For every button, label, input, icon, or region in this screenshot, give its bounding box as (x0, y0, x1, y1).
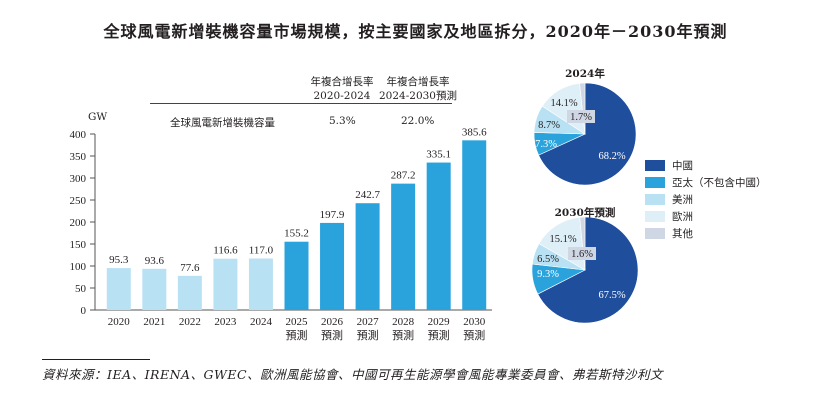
pie-chart-2024: 68.2% 7.3% 8.7% 14.1% 1.7% (533, 82, 637, 186)
pie-legend: 中國 亞太（不包含中國） 美洲 歐洲 其他 (645, 157, 767, 242)
bar-2027 (355, 203, 380, 310)
cagr-row-label: 全球風電新增裝機容量 (170, 117, 275, 129)
legend-label: 中國 (672, 160, 693, 172)
bar-value-label: 116.6 (213, 245, 238, 257)
pie-slice-label: 1.7% (570, 112, 592, 123)
cagr-value-2020-2024: 5.3% (329, 115, 356, 127)
x-tick-sublabel: 預測 (428, 328, 450, 342)
pie-slice-label: 68.2% (598, 151, 625, 162)
y-tick-label: 150 (70, 239, 87, 251)
cagr-header-line2: 2024-2030預測 (379, 90, 457, 102)
bar-chart: 0 50 100 150 200 250 300 350 400 95.3 2020 93.6 2021… (70, 126, 492, 342)
y-tick-label: 250 (70, 195, 87, 207)
y-axis-unit: GW (88, 111, 108, 123)
bar-value-label: 197.9 (320, 209, 345, 221)
bar-value-label: 287.2 (391, 170, 416, 182)
pie-slice-label: 9.3% (537, 269, 559, 280)
x-tick-sublabel: 預測 (357, 328, 379, 342)
chart-title: 全球風電新增裝機容量市場規模，按主要國家及地區拆分，2020年－2030年預測 (103, 22, 728, 41)
bar-value-label: 117.0 (249, 245, 274, 257)
cagr-header-2024-2030: 年複合增長率 2024-2030預測 (376, 75, 460, 103)
x-tick-label: 2029 (428, 316, 451, 328)
bar-2023 (213, 258, 238, 310)
pie-slice-label: 7.3% (535, 139, 557, 150)
cagr-table-rule (150, 103, 452, 104)
x-tick-label: 2025 (286, 316, 309, 328)
bar-2029 (426, 162, 451, 310)
cagr-value-2024-2030: 22.0% (401, 115, 435, 127)
legend-swatch (645, 177, 665, 188)
legend-label: 歐洲 (672, 211, 693, 223)
bar-value-label: 385.6 (462, 126, 487, 138)
pie-slice-label: 14.1% (550, 98, 577, 109)
y-tick-label: 200 (70, 217, 87, 229)
bar-value-label: 93.6 (145, 255, 165, 267)
bar-2022 (177, 275, 202, 310)
y-tick-label: 0 (81, 305, 87, 317)
y-tick-label: 350 (70, 151, 87, 163)
x-tick-label: 2021 (143, 316, 165, 328)
pie-slice-label: 67.5% (598, 290, 625, 301)
legend-item-others: 其他 (645, 225, 767, 242)
source-note: 資料來源：IEA、IRENA、GWEC、歐洲風能協會、中國可再生能源學會風能專業… (42, 367, 664, 382)
x-tick-label: 2027 (357, 316, 380, 328)
x-tick-label: 2022 (179, 316, 201, 328)
x-tick-label: 2026 (321, 316, 344, 328)
bar-value-label: 77.6 (180, 262, 200, 274)
pie-slice-label: 8.7% (538, 120, 560, 131)
y-tick-label: 400 (70, 129, 87, 141)
x-tick-sublabel: 預測 (463, 328, 485, 342)
x-tick-label: 2024 (250, 316, 273, 328)
x-tick-label: 2023 (214, 316, 237, 328)
legend-item-apac-ex-china: 亞太（不包含中國） (645, 174, 767, 191)
pie-title-2030: 2030年預測 (554, 207, 616, 219)
x-tick-sublabel: 預測 (286, 328, 308, 342)
pie-slice-label: 15.1% (549, 234, 576, 245)
legend-item-americas: 美洲 (645, 191, 767, 208)
y-tick-label: 100 (70, 261, 87, 273)
bar-2020 (106, 268, 131, 310)
cagr-header-line1: 年複合增長率 (310, 76, 374, 88)
cagr-header-line2: 2020-2024 (313, 90, 371, 102)
y-tick-label: 50 (75, 283, 87, 295)
bar-2030 (462, 140, 487, 310)
bar-value-label: 242.7 (355, 189, 380, 201)
legend-item-china: 中國 (645, 157, 767, 174)
bar-value-label: 155.2 (284, 228, 309, 240)
legend-label: 亞太（不包含中國） (672, 177, 767, 189)
legend-item-europe: 歐洲 (645, 208, 767, 225)
footer-rule (42, 359, 150, 360)
pie-slice-label: 6.5% (537, 254, 559, 265)
bar-value-label: 335.1 (426, 149, 451, 161)
pie-label-bg (568, 247, 596, 260)
pie-slice-label: 1.6% (571, 249, 593, 260)
pie-slice (538, 82, 637, 186)
cagr-header-line1: 年複合增長率 (386, 76, 450, 88)
x-tick-label: 2020 (108, 316, 131, 328)
legend-swatch (645, 228, 665, 239)
legend-swatch (645, 160, 665, 171)
bar-2026 (320, 222, 345, 310)
y-tick-label: 300 (70, 173, 87, 185)
pie-chart-2030: 67.5% 9.3% 6.5% 15.1% 1.6% (531, 216, 639, 324)
legend-label: 美洲 (672, 194, 693, 206)
x-tick-label: 2028 (392, 316, 415, 328)
bar-2025 (284, 241, 309, 310)
bar-2024 (248, 258, 273, 310)
legend-swatch (645, 194, 665, 205)
x-tick-sublabel: 預測 (321, 328, 343, 342)
legend-label: 其他 (672, 228, 693, 240)
bar-value-label: 95.3 (109, 254, 129, 266)
bar-2021 (142, 268, 167, 310)
cagr-header-2020-2024: 年複合增長率 2020-2024 (302, 75, 382, 103)
legend-swatch (645, 211, 665, 222)
pie-title-2024: 2024年 (565, 68, 605, 80)
x-tick-label: 2030 (463, 316, 486, 328)
pie-label-bg (567, 110, 595, 123)
x-tick-sublabel: 預測 (392, 328, 414, 342)
pie-slice (537, 216, 639, 324)
bar-2028 (391, 183, 416, 310)
